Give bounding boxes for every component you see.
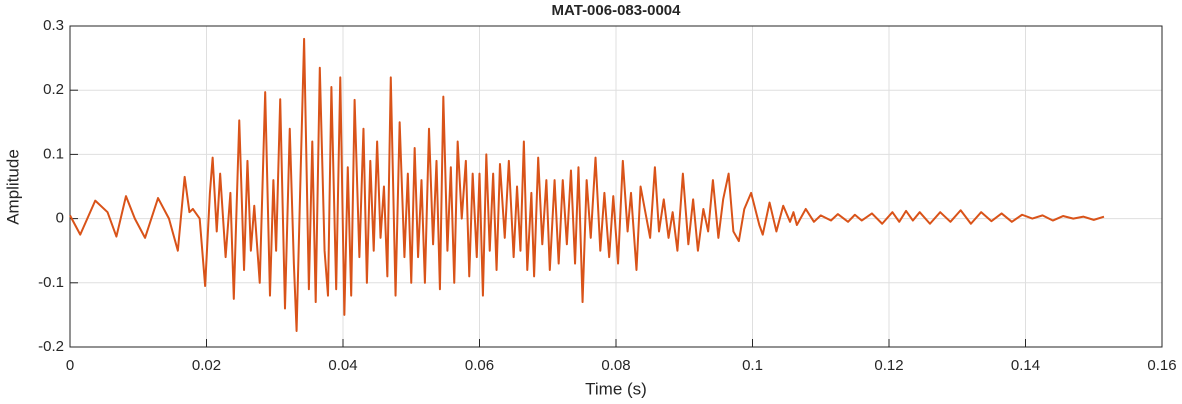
x-tick-label: 0.02 (192, 357, 221, 374)
y-tick-label: 0.1 (43, 145, 64, 162)
x-tick-label: 0.16 (1147, 357, 1176, 374)
x-tick-label: 0.04 (328, 357, 357, 374)
chart-title: MAT-006-083-0004 (552, 2, 682, 19)
x-tick-label: 0.1 (742, 357, 763, 374)
y-tick-label: 0.3 (43, 17, 64, 34)
y-tick-label: 0 (56, 210, 64, 227)
x-tick-label: 0.12 (874, 357, 903, 374)
y-axis-label: Amplitude (3, 149, 22, 225)
x-tick-label: 0.14 (1011, 357, 1040, 374)
y-tick-label: -0.2 (38, 338, 64, 355)
data-line (69, 37, 1105, 332)
y-tick-label: -0.1 (38, 274, 64, 291)
x-tick-label: 0 (66, 357, 74, 374)
y-tick-label: 0.2 (43, 81, 64, 98)
x-tick-label: 0.06 (465, 357, 494, 374)
plot-frame (69, 25, 1163, 348)
x-axis-label: Time (s) (585, 379, 647, 398)
x-tick-label: 0.08 (601, 357, 630, 374)
